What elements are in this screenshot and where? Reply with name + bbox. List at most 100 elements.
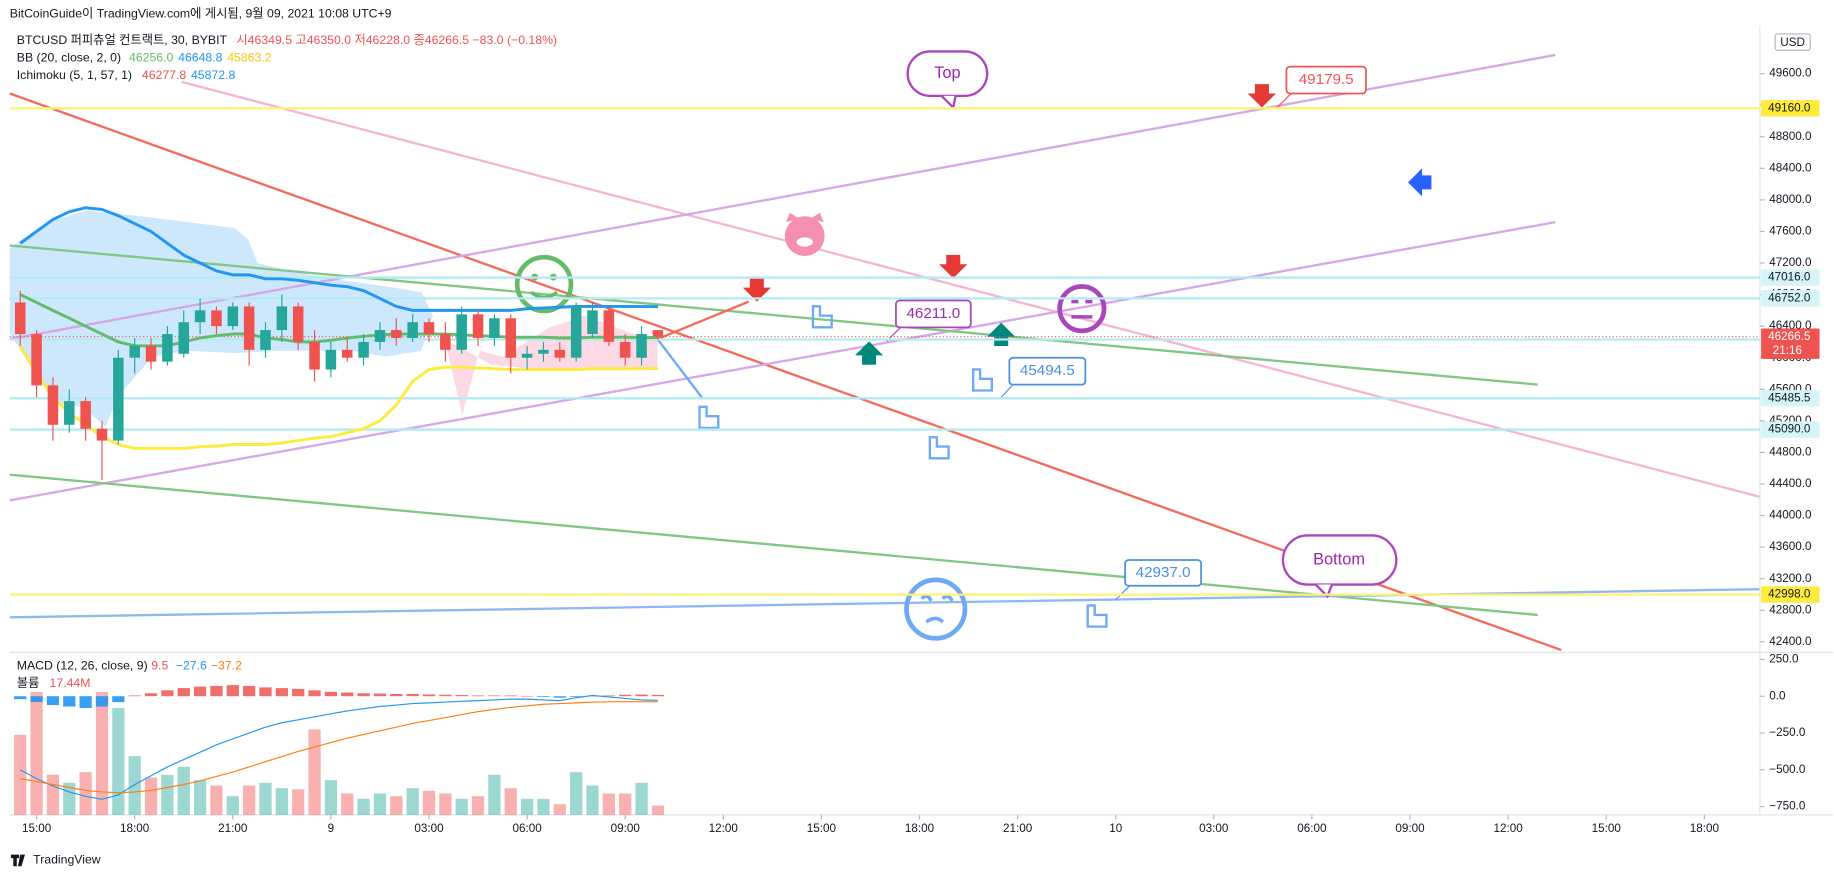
legend-value: 9.5 bbox=[151, 659, 168, 673]
bb-upper bbox=[19, 206, 658, 312]
trend-line bbox=[9, 53, 1556, 341]
macd-histogram bbox=[537, 696, 550, 697]
price-badge bbox=[1761, 390, 1820, 407]
y-tick-label: 44800.0 bbox=[1769, 446, 1812, 459]
volume-bar bbox=[275, 788, 288, 815]
price-callout: 49179.5 bbox=[1276, 65, 1367, 108]
macd-line bbox=[20, 694, 658, 800]
macd-histogram bbox=[226, 685, 239, 697]
volume-bar bbox=[488, 774, 501, 815]
published-note: BitCoinGuide이 TradingView.com에 게시됨, 9월 0… bbox=[10, 6, 392, 20]
x-tick-label: 03:00 bbox=[1199, 822, 1229, 835]
macd-histogram bbox=[651, 694, 665, 697]
macd-signal bbox=[20, 701, 658, 794]
volume-bar bbox=[226, 796, 239, 815]
macd-histogram bbox=[504, 695, 517, 697]
legend-value: 46277.8 bbox=[142, 68, 187, 82]
volume-bar bbox=[455, 798, 468, 815]
candle-body bbox=[374, 330, 386, 342]
y-tick-label: 48800.0 bbox=[1769, 130, 1812, 143]
volume-bar bbox=[46, 774, 60, 815]
x-tick-label: 03:00 bbox=[414, 822, 444, 835]
candle-body bbox=[276, 306, 288, 331]
volume-bar bbox=[341, 793, 354, 815]
x-tick-label: 09:00 bbox=[1395, 822, 1425, 835]
macd-histogram bbox=[30, 696, 43, 703]
neutral-icon bbox=[1057, 284, 1107, 334]
candle-body bbox=[636, 334, 647, 358]
candle-body bbox=[603, 310, 615, 342]
candle-body bbox=[309, 341, 320, 370]
macd-histogram bbox=[14, 696, 27, 700]
y-tick-label: 48400.0 bbox=[1769, 161, 1812, 174]
x-tick-label: 15:00 bbox=[807, 822, 837, 835]
candle-body bbox=[538, 349, 549, 354]
candle-body bbox=[31, 334, 42, 386]
macd-histogram bbox=[471, 695, 485, 697]
volume-bar bbox=[292, 789, 305, 815]
x-tick-label: 06:00 bbox=[512, 822, 542, 835]
macd-histogram bbox=[390, 694, 403, 697]
currency-badge bbox=[1774, 33, 1811, 51]
candle-body bbox=[391, 330, 402, 338]
y-tick-label: 43200.0 bbox=[1769, 572, 1812, 585]
callout-label: 45494.5 bbox=[1020, 362, 1075, 379]
logo bbox=[10, 854, 25, 867]
volume-bar bbox=[144, 777, 158, 815]
price-badge bbox=[1761, 290, 1820, 307]
candle-body bbox=[587, 310, 598, 335]
candle-body bbox=[113, 357, 124, 441]
legend-value: −37.2 bbox=[211, 659, 242, 673]
x-tick-label: 18:00 bbox=[120, 822, 150, 835]
x-tick-label: 15:00 bbox=[1592, 822, 1622, 835]
volume-bar bbox=[177, 766, 190, 815]
volume-bar bbox=[324, 780, 338, 815]
candle-body bbox=[652, 330, 664, 337]
candle-body bbox=[47, 385, 59, 425]
candle-body bbox=[423, 322, 435, 335]
macd-histogram bbox=[144, 693, 158, 697]
trend-line bbox=[9, 588, 1760, 619]
volume-bar bbox=[390, 796, 403, 815]
annotation: Bottom bbox=[1313, 550, 1365, 568]
volume-bar bbox=[537, 798, 550, 815]
macd-histogram bbox=[635, 694, 648, 697]
bb-lower bbox=[19, 345, 658, 450]
callout-label: 46211.0 bbox=[906, 305, 960, 322]
price-badge bbox=[1761, 269, 1820, 286]
y-tick-label: 42800.0 bbox=[1769, 603, 1812, 616]
macd-histogram bbox=[439, 694, 452, 697]
legend-ohlc: 시46349.5 고46350.0 저46228.0 종46266.5 −83.… bbox=[236, 33, 557, 47]
legend-value: −27.6 bbox=[176, 659, 207, 673]
x-tick-label: 21:00 bbox=[1003, 822, 1033, 835]
macd-histogram bbox=[259, 687, 272, 697]
macd-histogram bbox=[79, 696, 92, 708]
y-tick-label: −750.0 bbox=[1769, 800, 1806, 813]
volume-bar bbox=[79, 772, 92, 815]
candle-body bbox=[227, 306, 239, 327]
price-badge bbox=[1761, 586, 1820, 603]
hand-icons bbox=[698, 305, 1108, 628]
pig-icon bbox=[784, 212, 825, 257]
y-tick-label: 47600.0 bbox=[1769, 225, 1812, 238]
x-tick-label: 09:00 bbox=[611, 822, 641, 835]
volume-bar bbox=[422, 790, 436, 815]
arrow-line bbox=[656, 338, 703, 399]
macd-histogram bbox=[619, 694, 632, 697]
volume-bar bbox=[439, 793, 452, 815]
macd-histogram bbox=[63, 696, 76, 707]
price-badge-label: 47016.0 bbox=[1768, 271, 1811, 284]
macd-histogram bbox=[193, 686, 207, 697]
price-badge bbox=[1761, 421, 1820, 438]
x-tick-label: 12:00 bbox=[709, 822, 739, 835]
volume-bar bbox=[471, 796, 485, 815]
macd-histogram bbox=[177, 688, 190, 697]
dizzy-icon bbox=[904, 577, 968, 641]
callout-label: 49179.5 bbox=[1299, 71, 1354, 88]
candle-body bbox=[178, 322, 190, 354]
price-badge-label: 46752.0 bbox=[1768, 291, 1811, 304]
volume-bar bbox=[308, 729, 321, 815]
volume-bar bbox=[635, 782, 648, 815]
x-tick-label: 12:00 bbox=[1494, 822, 1524, 835]
legend-volume: 볼륨 bbox=[17, 676, 40, 690]
